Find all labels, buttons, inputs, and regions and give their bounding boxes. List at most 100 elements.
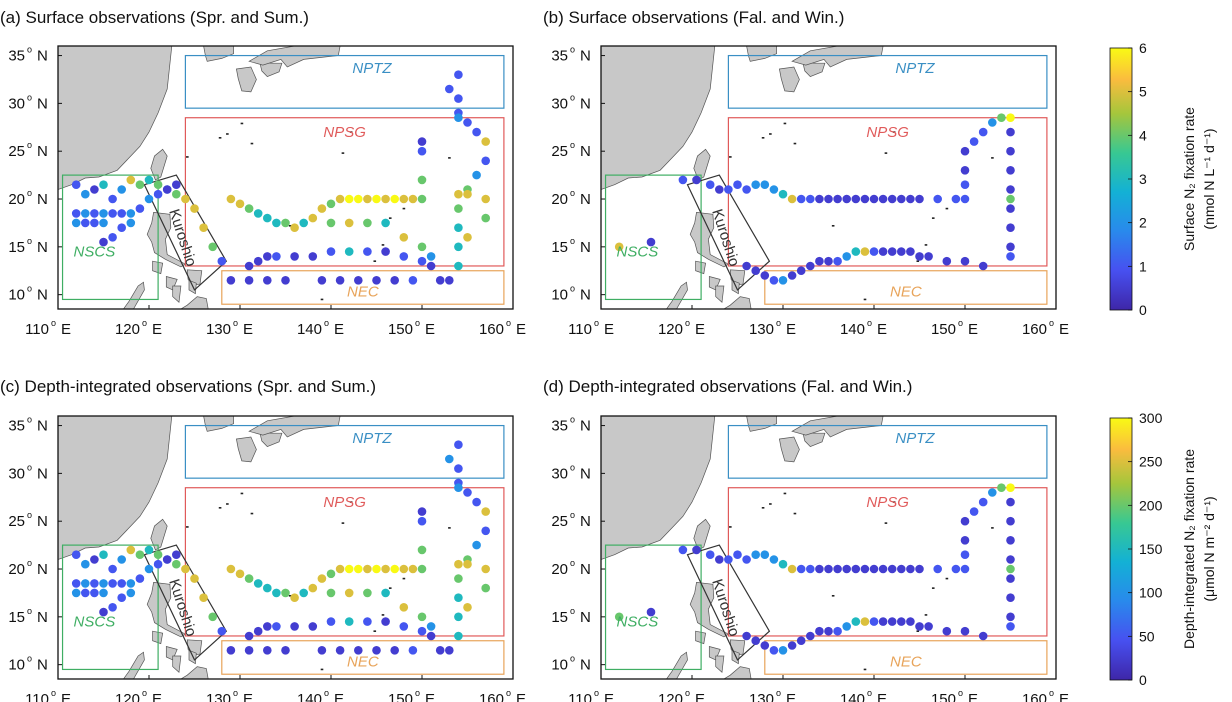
data-point	[806, 631, 815, 641]
data-point	[71, 588, 81, 598]
islet	[320, 298, 324, 301]
data-point	[390, 194, 400, 204]
y-tick-value: 15	[8, 239, 25, 256]
y-tick-degree: o	[570, 654, 575, 664]
data-point	[842, 252, 851, 261]
y-tick-suffix: N	[580, 513, 591, 530]
data-point	[705, 180, 715, 189]
data-point	[308, 622, 318, 631]
data-point	[978, 497, 988, 507]
data-point	[144, 175, 154, 185]
islet	[831, 594, 835, 597]
colorbar-tick-label: 250	[1139, 454, 1163, 470]
data-point	[126, 175, 136, 185]
islet	[240, 492, 244, 495]
data-point	[481, 583, 491, 593]
kyushu-island	[778, 66, 800, 93]
islet	[388, 587, 392, 589]
data-point	[769, 646, 779, 655]
data-point	[796, 194, 806, 204]
data-point	[806, 564, 815, 574]
data-point	[760, 180, 770, 189]
data-point	[372, 646, 381, 655]
x-tick-value: 130	[206, 321, 231, 338]
data-point	[126, 218, 136, 228]
kyushu-island	[235, 66, 257, 93]
data-point	[1006, 242, 1015, 252]
data-point	[454, 483, 463, 493]
x-tick-value: 110	[25, 691, 49, 702]
x-tick-value: 120	[658, 321, 683, 338]
panel-title: (c) Depth-integrated observations (Spr. …	[0, 377, 376, 396]
data-point	[108, 194, 117, 204]
data-point	[878, 194, 888, 204]
x-tick-suffix: E	[786, 691, 796, 702]
data-point	[108, 579, 117, 588]
honshu-island	[791, 416, 884, 438]
islet	[924, 244, 928, 246]
x-tick-suffix: E	[695, 321, 705, 338]
islet	[388, 217, 392, 219]
data-point	[969, 507, 979, 516]
x-tick-degree: o	[594, 688, 599, 698]
islet	[373, 260, 377, 262]
data-point	[317, 574, 327, 583]
data-point	[181, 194, 190, 204]
x-tick-value: 160	[479, 691, 504, 702]
y-tick-degree: o	[570, 236, 575, 246]
data-point	[90, 579, 99, 588]
data-point	[951, 564, 961, 574]
data-point	[1006, 166, 1015, 175]
data-point	[344, 194, 354, 204]
data-point	[426, 631, 436, 641]
data-point	[454, 189, 463, 199]
islet	[320, 668, 324, 671]
region-label-nscs: NSCS	[617, 613, 659, 630]
data-point	[99, 209, 108, 218]
data-point	[815, 256, 824, 266]
region-box-nec	[221, 640, 505, 675]
data-point	[317, 646, 327, 655]
data-point	[71, 579, 81, 588]
data-point	[99, 218, 108, 228]
data-point	[381, 218, 390, 228]
data-point	[81, 588, 90, 598]
data-point	[960, 180, 970, 189]
data-point	[842, 622, 851, 631]
y-tick-value: 30	[551, 95, 568, 112]
data-point	[454, 574, 463, 583]
data-point	[290, 622, 299, 631]
data-point	[399, 622, 409, 631]
x-tick-value: 140	[297, 321, 322, 338]
islet	[288, 224, 292, 227]
data-point	[454, 631, 463, 641]
data-point	[445, 646, 454, 655]
islet	[991, 527, 994, 529]
data-point	[71, 180, 81, 189]
islet	[769, 133, 772, 135]
shikoku-island	[802, 432, 826, 448]
region-label-nscs: NSCS	[74, 243, 116, 260]
data-point	[290, 252, 299, 261]
region-label-nec: NEC	[890, 284, 922, 301]
data-point	[454, 113, 463, 122]
region-box-nptz	[727, 424, 1048, 479]
y-tick-suffix: N	[37, 561, 48, 578]
islet	[280, 318, 283, 320]
data-point	[344, 564, 354, 574]
islet	[341, 522, 345, 524]
x-tick-degree: o	[867, 318, 872, 328]
mindanao-island	[180, 666, 209, 679]
data-point	[715, 185, 724, 194]
y-tick-value: 30	[551, 465, 568, 482]
x-tick-degree: o	[233, 318, 238, 328]
taiwan-island	[150, 148, 168, 181]
data-point	[742, 555, 751, 564]
data-point	[172, 180, 181, 189]
islet	[916, 260, 920, 262]
data-point	[354, 564, 363, 574]
region-label-nptz: NPTZ	[352, 60, 392, 77]
data-point	[354, 276, 363, 285]
data-point	[344, 247, 354, 256]
